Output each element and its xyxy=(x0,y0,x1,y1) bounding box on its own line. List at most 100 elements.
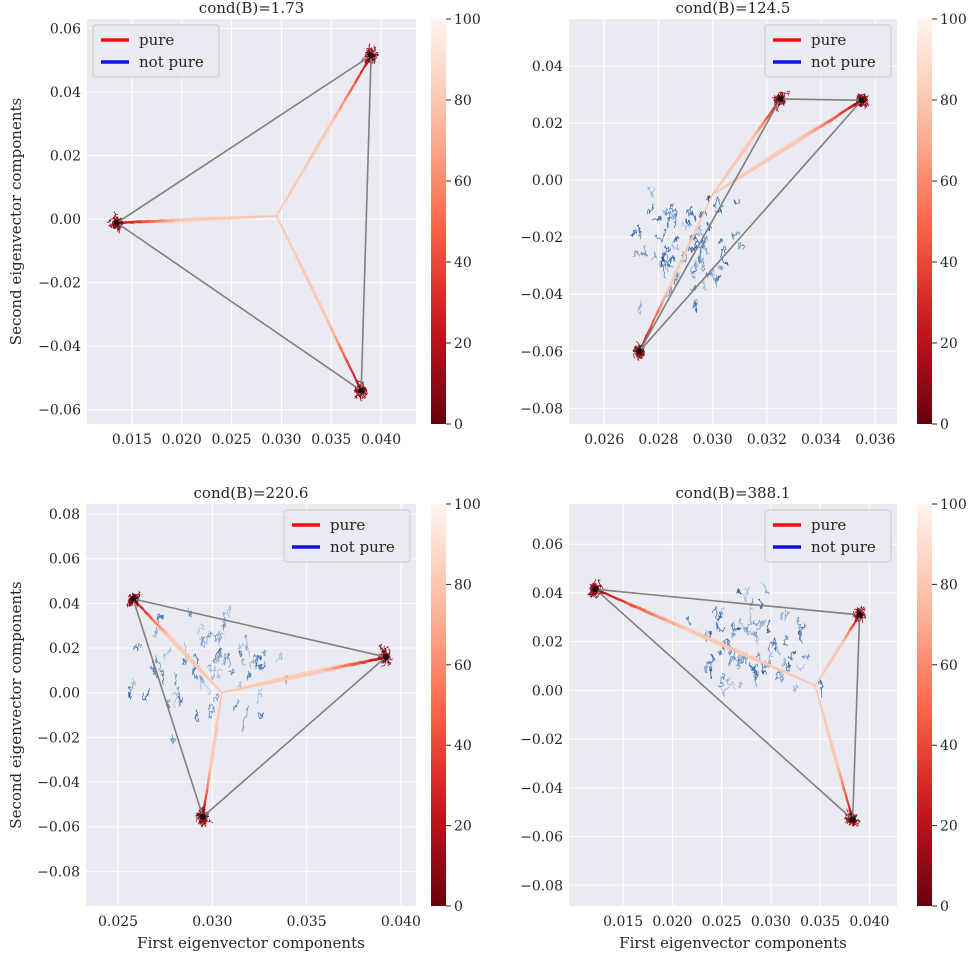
not-pure-trajectory xyxy=(707,660,713,672)
not-pure-trajectory xyxy=(792,684,799,694)
vertex-marker xyxy=(592,586,599,593)
not-pure-trajectory xyxy=(757,598,764,610)
not-pure-trajectory xyxy=(696,225,702,237)
trajectories xyxy=(586,579,867,827)
x-tick-label: 0.035 xyxy=(311,432,351,448)
simplex-triangle xyxy=(638,98,864,352)
x-axis-label: First eigenvector components xyxy=(619,934,847,952)
vertex-cluster-trajectory xyxy=(372,53,378,56)
vertex-cluster-trajectory xyxy=(863,96,867,104)
pure-trajectory-segment xyxy=(847,104,856,110)
pure-trajectory-segment xyxy=(147,613,153,620)
not-pure-trajectory xyxy=(731,231,741,241)
not-pure-trajectory xyxy=(194,709,200,722)
not-pure-trajectory xyxy=(213,633,219,643)
trajectories xyxy=(126,591,393,828)
pure-trajectory-segment xyxy=(658,303,664,313)
not-pure-trajectory xyxy=(693,233,704,244)
not-pure-trajectory xyxy=(730,621,737,639)
pure-trajectory-segment xyxy=(850,625,853,629)
pure-trajectory-segment xyxy=(806,130,815,136)
vertex-cluster-trajectory xyxy=(353,386,359,393)
not-pure-trajectory xyxy=(767,641,774,653)
not-pure-trajectory xyxy=(779,611,784,621)
not-pure-trajectory xyxy=(207,709,214,719)
pure-trajectory-segment xyxy=(328,118,335,128)
vertex-marker xyxy=(849,816,856,823)
not-pure-trajectory xyxy=(715,621,726,633)
not-pure-trajectory xyxy=(132,643,142,652)
subplot-title: cond(B)=124.5 xyxy=(676,0,791,17)
y-tick-label: −0.04 xyxy=(520,287,563,303)
pure-trajectory-segment xyxy=(151,618,158,626)
not-pure-trajectory xyxy=(699,237,707,258)
pure-trajectory-segment xyxy=(339,99,346,111)
vertex-cluster-trajectory xyxy=(773,100,779,112)
not-pure-trajectory xyxy=(142,687,151,701)
not-pure-trajectory xyxy=(767,652,774,660)
not-pure-trajectory xyxy=(796,663,806,672)
pure-trajectory-segment xyxy=(166,633,173,641)
colorbar: 0 20 40 60 80 100 xyxy=(431,12,481,433)
y-tick-label: −0.04 xyxy=(37,775,80,791)
vertex-cluster-trajectory xyxy=(201,806,206,812)
not-pure-trajectory xyxy=(154,655,162,671)
x-tick-label: 0.032 xyxy=(747,432,787,448)
x-tick-label: 0.030 xyxy=(693,432,733,448)
trajectories xyxy=(630,90,870,361)
colorbar-tick-label: 100 xyxy=(940,497,967,513)
pure-trajectory-segment xyxy=(662,292,668,303)
pure-trajectory-segment xyxy=(349,82,356,92)
not-pure-trajectory xyxy=(702,278,708,291)
pure-trajectory-segment xyxy=(655,614,666,621)
not-pure-trajectory xyxy=(152,626,158,639)
not-pure-trajectory xyxy=(207,703,215,713)
pure-trajectory-segment xyxy=(645,609,656,616)
not-pure-trajectory xyxy=(693,300,698,313)
not-pure-trajectory xyxy=(211,672,215,681)
x-axis-label: First eigenvector components xyxy=(137,934,365,952)
not-pure-trajectory xyxy=(697,251,702,264)
vertex-cluster-trajectory xyxy=(864,104,868,108)
vertex-marker xyxy=(368,52,375,59)
pure-trajectory-segment xyxy=(841,780,844,789)
y-tick-label: −0.04 xyxy=(38,339,81,355)
vertex-cluster-trajectory xyxy=(126,601,135,608)
not-pure-trajectory xyxy=(702,245,710,255)
not-pure-trajectory xyxy=(709,668,713,679)
not-pure-trajectory xyxy=(748,662,754,672)
y-axis-label: Second eigenvector components xyxy=(7,98,25,345)
vertex-cluster-trajectory xyxy=(134,591,141,597)
not-pure-trajectory xyxy=(740,653,746,664)
pure-trajectory-segment xyxy=(634,605,646,612)
not-pure-trajectory xyxy=(722,640,727,652)
pure-trajectory-segment xyxy=(605,592,616,599)
not-pure-trajectory xyxy=(775,670,782,681)
y-tick-label: −0.08 xyxy=(520,401,563,417)
not-pure-trajectory xyxy=(217,650,223,659)
not-pure-trajectory xyxy=(748,607,754,622)
y-tick-label: 0.04 xyxy=(532,586,563,602)
not-pure-trajectory xyxy=(246,670,252,681)
legend-label-pure: pure xyxy=(139,31,174,49)
x-tick-label: 0.015 xyxy=(112,432,152,448)
vertex-cluster-trajectory xyxy=(202,820,207,826)
pure-trajectory-segment xyxy=(161,628,168,635)
colorbar-gradient xyxy=(917,504,932,906)
pure-trajectory-segment xyxy=(813,126,822,132)
y-tick-label: 0.02 xyxy=(532,635,563,651)
not-pure-trajectory xyxy=(253,653,258,668)
vertex-cluster-trajectory xyxy=(856,93,863,99)
vertex-marker xyxy=(777,95,784,102)
not-pure-trajectory xyxy=(162,647,172,660)
pure-trajectory-segment xyxy=(767,111,772,118)
colorbar-tick-label: 0 xyxy=(454,899,463,915)
not-pure-trajectory xyxy=(754,665,759,681)
x-tick-label: 0.035 xyxy=(287,914,327,930)
not-pure-trajectory xyxy=(712,276,718,288)
not-pure-trajectory xyxy=(630,229,638,238)
not-pure-trajectory xyxy=(650,251,658,261)
not-pure-trajectory xyxy=(787,650,797,661)
legend: pure not pure xyxy=(283,509,411,563)
not-pure-trajectory xyxy=(796,616,802,629)
